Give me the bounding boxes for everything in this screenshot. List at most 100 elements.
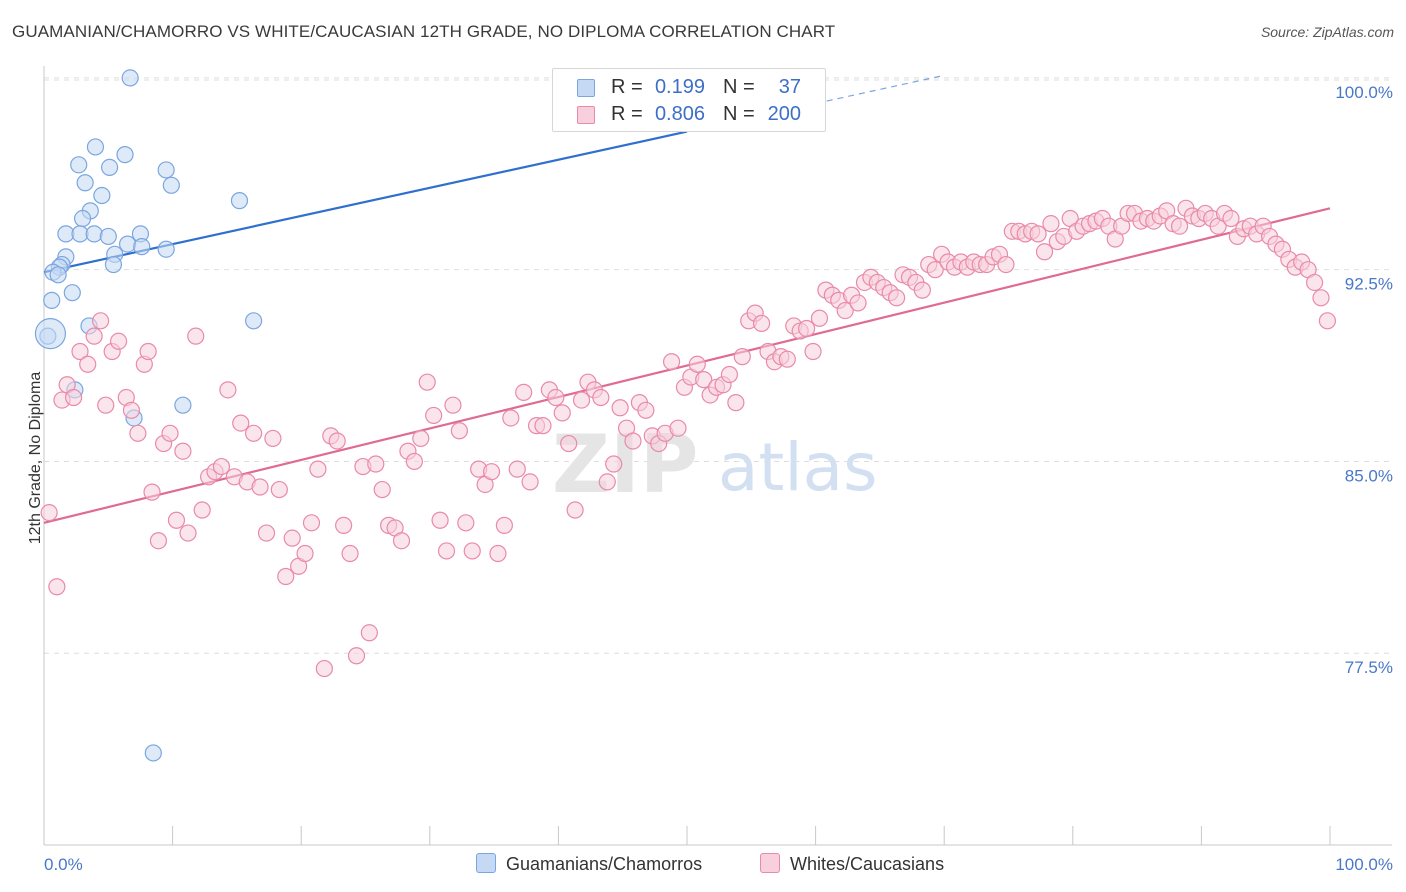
- white-point: [219, 381, 237, 399]
- white-point: [64, 388, 83, 407]
- white-point: [695, 371, 713, 389]
- white-point: [367, 455, 385, 473]
- white-point: [309, 460, 327, 478]
- n-label: N =: [723, 76, 755, 98]
- chart-title: GUAMANIAN/CHAMORRO VS WHITE/CAUCASIAN 12…: [12, 22, 836, 41]
- white-point: [1042, 215, 1060, 233]
- series-swatch-pink: [760, 853, 780, 873]
- guamanian-point: [99, 227, 117, 246]
- white-point: [167, 511, 186, 529]
- n-value: 200: [767, 103, 801, 125]
- series-legend-guamanian: Guamanians/Chamorros: [476, 852, 702, 876]
- white-point: [277, 567, 295, 586]
- white-point: [40, 503, 58, 522]
- r-label: R =: [611, 76, 643, 98]
- white-point: [1222, 209, 1240, 228]
- white-point: [335, 516, 353, 534]
- source-label: Source: ZipAtlas.com: [1260, 24, 1394, 40]
- guamanian-point: [86, 138, 105, 156]
- white-point: [572, 391, 591, 409]
- correlation-legend: R = 0.199 N = 37 R = 0.806 N = 200: [552, 68, 826, 132]
- white-point: [553, 404, 571, 422]
- white-point: [392, 532, 411, 550]
- white-point: [245, 424, 263, 442]
- trend-lines: [43, 74, 1331, 524]
- tick-labels: 100.0% 92.5% 85.0% 77.5% 0.0% 100.0%: [44, 83, 1393, 874]
- legend-row-white: R = 0.806 N = 200: [553, 101, 823, 127]
- white-point: [888, 289, 906, 307]
- white-point: [804, 342, 822, 361]
- white-point: [482, 463, 501, 481]
- white-point: [1170, 217, 1189, 235]
- guamanian-point: [85, 225, 103, 243]
- white-point: [849, 294, 867, 312]
- legend-swatch-blue: [577, 79, 595, 97]
- white-point: [457, 514, 475, 532]
- x-tick-label: 0.0%: [44, 855, 83, 874]
- white-point: [1305, 273, 1324, 292]
- axes: [43, 66, 1392, 846]
- white-point: [85, 327, 103, 345]
- white-point: [560, 434, 578, 453]
- guamanian-point: [162, 176, 180, 194]
- guamanian-point: [118, 235, 137, 253]
- white-point: [143, 483, 161, 501]
- n-value: 37: [778, 76, 801, 98]
- white-point: [179, 524, 197, 542]
- guamanian-point: [144, 744, 162, 762]
- white-point: [778, 350, 796, 368]
- y-tick-label: 100.0%: [1335, 83, 1393, 102]
- r-value: 0.806: [654, 103, 705, 125]
- white-point: [283, 529, 301, 547]
- white-point: [174, 442, 192, 460]
- series-label: Guamanians/Chamorros: [506, 854, 703, 874]
- white-point: [302, 514, 321, 532]
- white-point: [797, 319, 816, 338]
- white-point: [547, 388, 565, 407]
- guamanian-point: [34, 317, 67, 350]
- white-point: [913, 281, 931, 299]
- guamanian-point: [49, 266, 67, 284]
- white-point: [347, 647, 366, 665]
- guamanian-point: [121, 69, 139, 87]
- white-point: [193, 501, 211, 519]
- y-tick-label: 92.5%: [1345, 275, 1393, 294]
- white-point: [232, 414, 250, 432]
- r-label: R =: [611, 103, 643, 125]
- white-point: [502, 409, 520, 427]
- white-point: [48, 578, 66, 596]
- data-points: [34, 69, 1337, 762]
- white-point: [727, 394, 745, 412]
- white-point: [418, 373, 436, 391]
- white-point: [720, 365, 739, 384]
- n-label: N =: [723, 103, 755, 125]
- white-point: [1318, 312, 1337, 330]
- white-point: [212, 457, 231, 476]
- white-point: [1035, 243, 1054, 261]
- white-point: [315, 659, 333, 678]
- white-point: [431, 511, 449, 529]
- white-point: [109, 332, 128, 350]
- white-point: [624, 432, 642, 450]
- guamanian-trend-line: [43, 130, 688, 274]
- white-point: [463, 542, 481, 560]
- guamanian-point: [116, 146, 134, 164]
- guamanian-point: [157, 240, 175, 258]
- guamanian-point: [76, 174, 94, 192]
- y-tick-label: 77.5%: [1345, 658, 1393, 677]
- watermark-atlas: atlas: [718, 429, 878, 506]
- series-label: Whites/Caucasians: [790, 854, 945, 874]
- white-point: [129, 424, 147, 442]
- white-point: [79, 355, 97, 373]
- guamanian-point: [133, 238, 151, 256]
- white-trend-line: [43, 207, 1331, 524]
- white-point: [637, 401, 655, 419]
- guamanian-point: [43, 291, 61, 309]
- white-point: [97, 396, 115, 414]
- white-point: [836, 301, 854, 320]
- white-point: [997, 255, 1015, 274]
- white-point: [122, 401, 141, 419]
- white-point: [437, 542, 456, 560]
- white-point: [534, 417, 552, 435]
